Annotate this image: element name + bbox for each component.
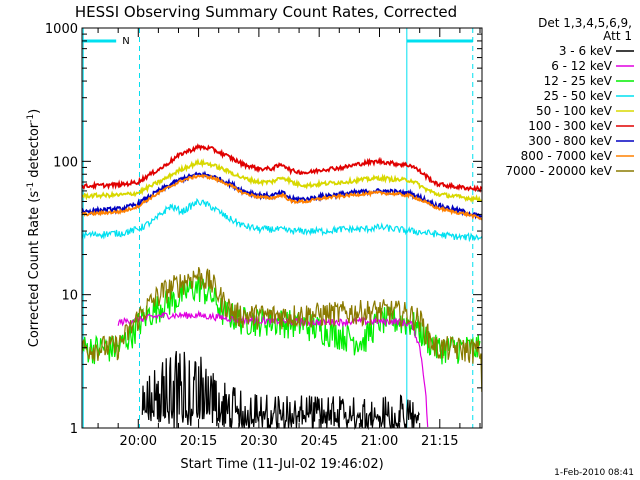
series-line-50to100kev xyxy=(81,158,483,203)
x-axis: 20:00 20:15 20:30 20:45 21:00 21:15 xyxy=(97,28,481,449)
y-tick-label: 1 xyxy=(70,422,78,437)
legend-entry-label: 7000 - 20000 keV xyxy=(505,164,612,178)
series-line-300to800kev xyxy=(81,170,483,221)
series-layer xyxy=(81,143,483,431)
x-axis-label: Start Time (11-Jul-02 19:46:02) xyxy=(180,457,383,472)
legend-entry-label: 800 - 7000 keV xyxy=(521,149,613,163)
chart-title: HESSI Observing Summary Count Rates, Cor… xyxy=(75,3,457,21)
x-tick-label: 20:15 xyxy=(180,434,217,449)
series-line-100to300kev xyxy=(81,143,483,193)
plot-frame xyxy=(81,27,483,429)
x-tick-label: 20:30 xyxy=(240,434,277,449)
legend-entry-label: 3 - 6 keV xyxy=(559,44,613,58)
y-tick-label: 100 xyxy=(53,155,78,170)
series-line-6to12kev xyxy=(117,309,429,428)
legend-header-line-1: Det 1,3,4,5,6,9, xyxy=(538,16,632,30)
y-axis: 1 10 100 1000 xyxy=(45,22,482,437)
series-line-7000to20000kev xyxy=(81,267,483,392)
legend-entry-label: 100 - 300 keV xyxy=(528,119,612,133)
legend-entry-label: 12 - 25 keV xyxy=(544,74,613,88)
legend-entry-label: 6 - 12 keV xyxy=(551,59,613,73)
flag-label: N xyxy=(122,36,129,47)
legend-entry-label: 50 - 100 keV xyxy=(536,104,613,118)
x-tick-label: 21:00 xyxy=(361,434,398,449)
series-line-3to6kev xyxy=(141,351,420,431)
x-tick-label: 20:45 xyxy=(300,434,337,449)
x-tick-label: 20:00 xyxy=(120,434,157,449)
footer-date: 1-Feb-2010 08:41 xyxy=(554,468,634,478)
y-tick-label: 10 xyxy=(61,289,78,304)
y-axis-label: Corrected Count Rate (s-1 detector-1) xyxy=(26,109,42,347)
legend-entry-label: 300 - 800 keV xyxy=(528,134,612,148)
series-line-800to7000kev xyxy=(81,173,483,221)
y-tick-label: 1000 xyxy=(45,22,78,37)
legend-header-line-2: Att 1 xyxy=(603,29,632,43)
series-line-12to25kev xyxy=(81,276,481,365)
x-tick-label: 21:15 xyxy=(421,434,458,449)
series-line-25to50kev xyxy=(81,197,483,243)
legend-entry-label: 25 - 50 keV xyxy=(544,89,613,103)
